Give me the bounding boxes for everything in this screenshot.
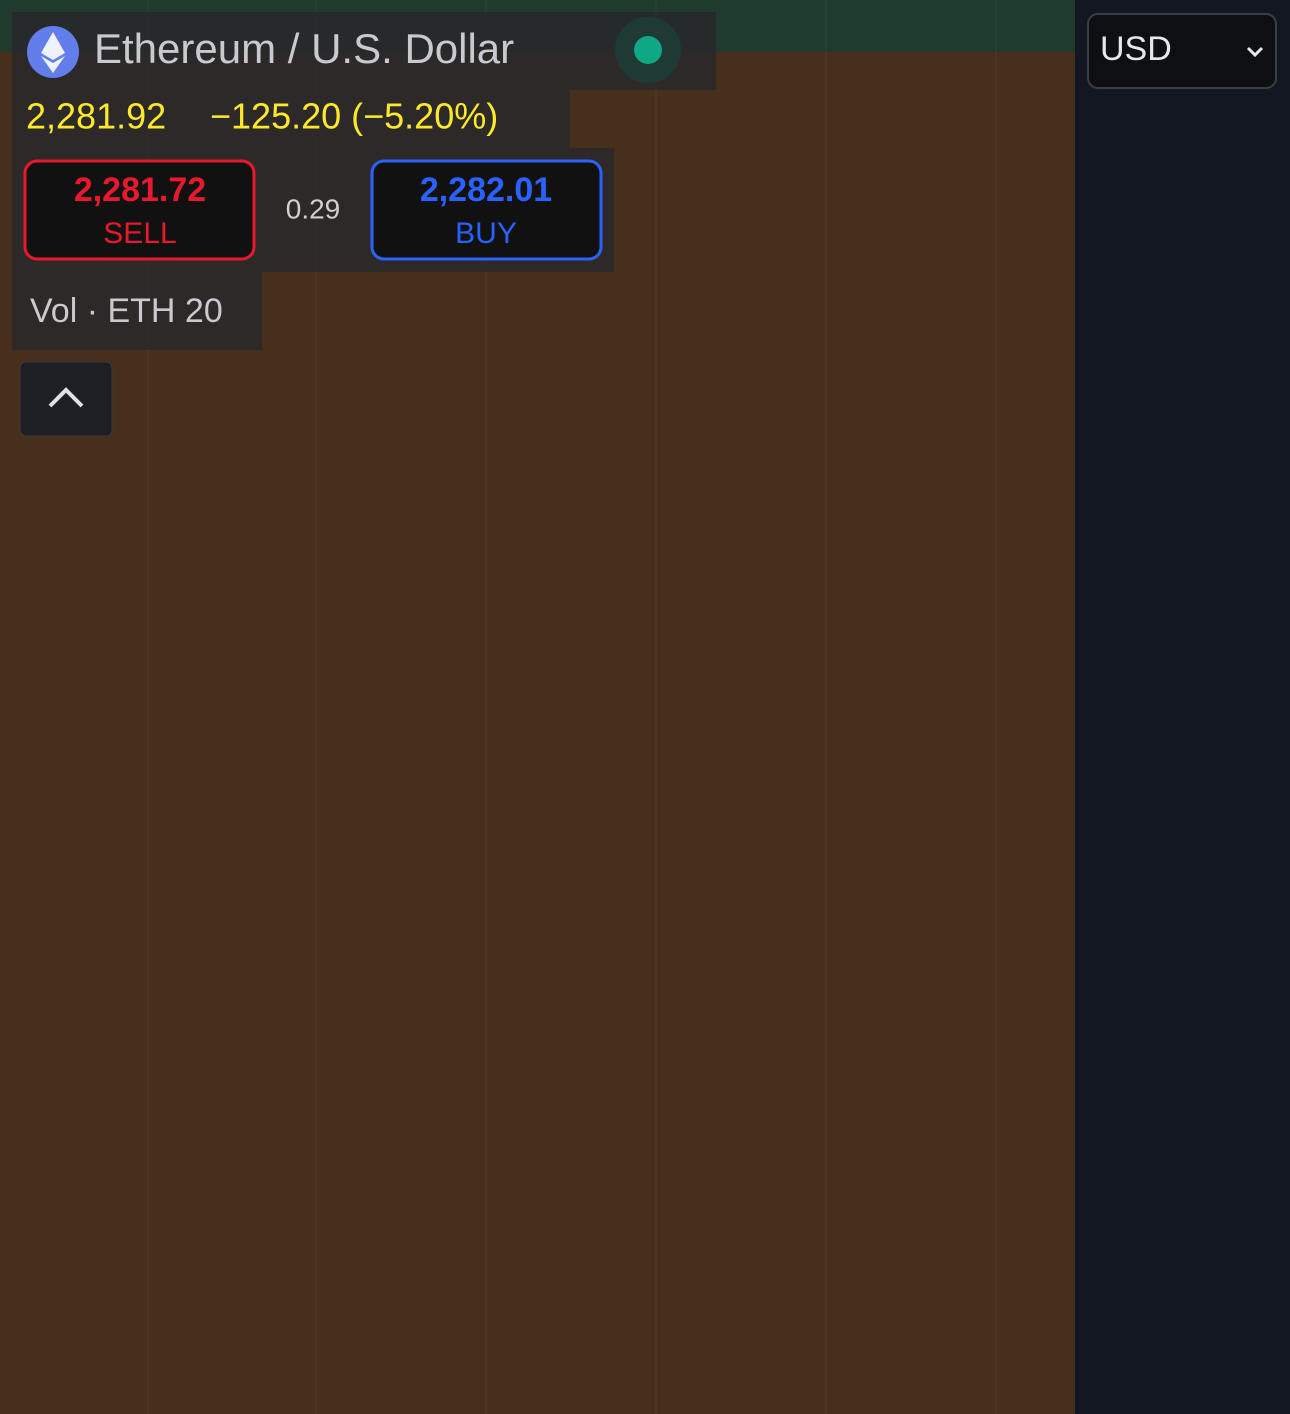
dropdown-caret: [1246, 46, 1264, 58]
eth-glyph: [41, 32, 65, 73]
volume-label: Vol · ETH 20: [30, 292, 223, 330]
buy-button[interactable]: [370, 159, 603, 261]
last-price: 2,281.92: [26, 96, 166, 137]
sell-button[interactable]: [23, 159, 256, 261]
legend-bg: [12, 90, 570, 148]
sell-price: 2,281.72: [74, 171, 206, 209]
chevron-up: [48, 387, 84, 408]
legend-bg: [12, 12, 716, 90]
symbol-title: Ethereum / U.S. Dollar: [94, 25, 514, 72]
currency-select[interactable]: [1087, 13, 1277, 89]
sell-label: SELL: [103, 217, 176, 250]
currency: USD: [1100, 30, 1172, 68]
price-axis: [1075, 0, 1290, 1414]
spread: 0.29: [286, 193, 341, 224]
buy-label: BUY: [455, 217, 517, 250]
buy-price: 2,282.01: [420, 171, 552, 209]
legend-bg: [12, 272, 262, 350]
price-change: −125.20 (−5.20%): [210, 96, 498, 137]
status-dot: [634, 36, 662, 64]
collapse-button[interactable]: [19, 361, 113, 437]
